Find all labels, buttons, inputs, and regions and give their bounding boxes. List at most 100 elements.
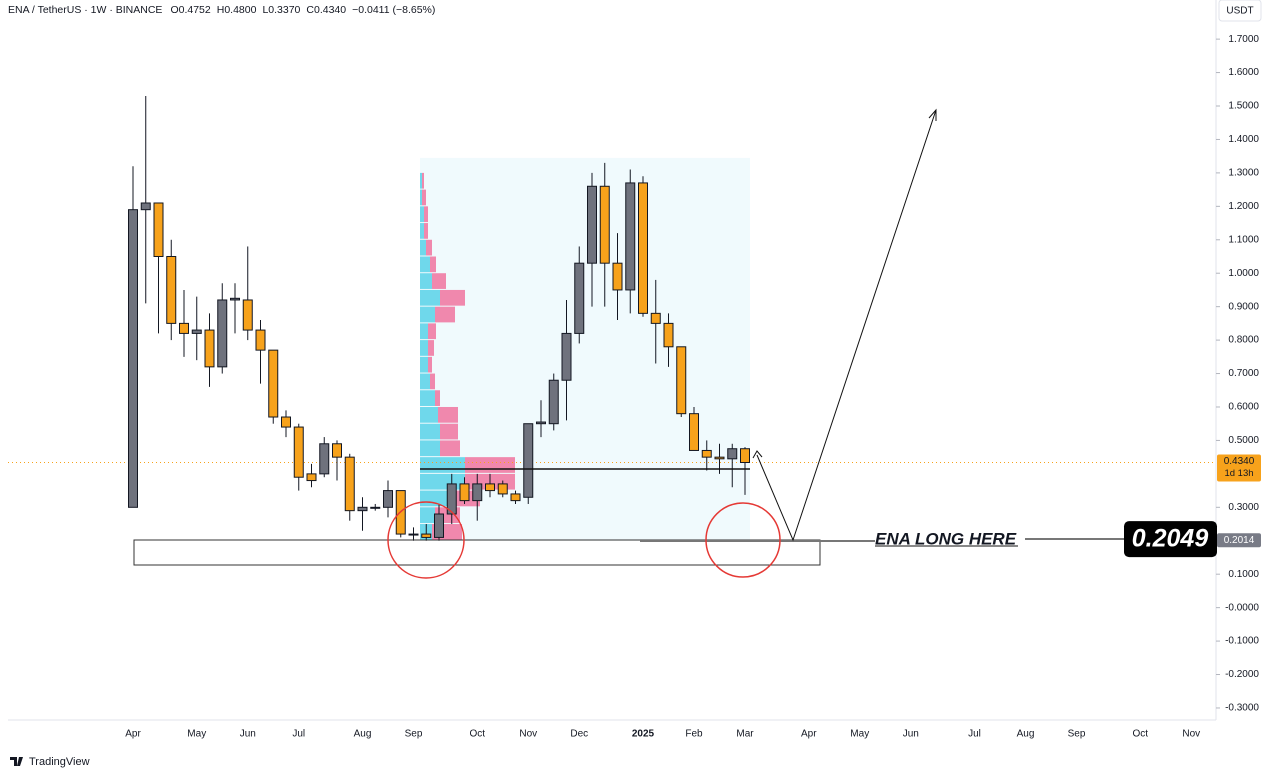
- candle-body: [599, 185, 610, 264]
- x-tick-label: Jun: [240, 729, 256, 740]
- volume-up: [420, 289, 440, 306]
- candle-body: [727, 448, 738, 460]
- volume-down: [430, 373, 435, 390]
- candle-body: [319, 443, 330, 475]
- x-tick-label: May: [187, 729, 206, 740]
- volume-up: [420, 239, 426, 256]
- x-tick-label: Apr: [801, 729, 817, 740]
- candle-body: [497, 483, 508, 495]
- last-price-box: [1217, 454, 1261, 482]
- volume-down: [440, 440, 460, 457]
- volume-down: [430, 256, 436, 273]
- volume-down: [422, 172, 424, 189]
- y-tick-label: 1.1000: [1228, 234, 1259, 245]
- candle-body: [701, 449, 712, 458]
- candle-body: [217, 299, 228, 368]
- candle-body: [523, 423, 534, 498]
- candle-body: [740, 448, 750, 463]
- y-tick-label: 1.5000: [1228, 101, 1259, 112]
- candle-body: [612, 262, 623, 291]
- volume-up: [420, 440, 440, 457]
- ohlc-value: H0.4800: [217, 4, 257, 16]
- x-tick-label: Jul: [292, 729, 305, 740]
- x-tick-label: Mar: [736, 729, 754, 740]
- x-tick-label: Aug: [1017, 729, 1035, 740]
- candle-body: [548, 379, 559, 425]
- candle-body: [230, 297, 240, 301]
- volume-up: [420, 490, 450, 507]
- ohlc-value: O0.4752: [170, 4, 210, 16]
- volume-up: [420, 323, 428, 340]
- volume-down: [465, 457, 515, 473]
- candle-body: [446, 483, 457, 515]
- candle-body: [383, 490, 393, 508]
- volume-down: [435, 390, 440, 406]
- y-tick-label: 0.9000: [1228, 301, 1259, 312]
- volume-up: [420, 206, 424, 223]
- volume-up: [420, 423, 440, 440]
- x-tick-label: Aug: [354, 729, 372, 740]
- volume-up: [420, 507, 435, 524]
- candle-body: [650, 312, 661, 324]
- level-price-box: [1217, 533, 1261, 548]
- volume-down: [438, 406, 458, 423]
- candle-body: [536, 421, 546, 425]
- candle-body: [268, 349, 279, 418]
- volume-up: [420, 172, 422, 189]
- volume-down: [426, 239, 432, 256]
- target-box: [1124, 521, 1217, 558]
- candle-body: [587, 185, 597, 264]
- ohlc-value: C0.4340: [306, 4, 346, 16]
- volume-up: [420, 306, 435, 323]
- candle-body: [306, 473, 317, 482]
- y-tick-label: 1.3000: [1228, 168, 1259, 179]
- candle-body: [242, 299, 253, 331]
- candle-body: [153, 202, 164, 257]
- candle-body: [140, 202, 151, 211]
- symbol-title: ENA / TetherUS · 1W · BINANCE: [8, 4, 162, 16]
- candle-body: [179, 322, 189, 334]
- x-tick-label: Dec: [570, 729, 588, 740]
- x-tick-label: Oct: [469, 729, 485, 740]
- y-tick-label: 0.1000: [1228, 569, 1259, 580]
- volume-up: [420, 189, 422, 206]
- x-tick-label: Nov: [1182, 729, 1200, 740]
- candle-body: [434, 513, 444, 538]
- x-tick-label: Jun: [903, 729, 919, 740]
- candle-body: [281, 416, 291, 428]
- candle-body: [714, 456, 725, 460]
- annotation: ENA LONG HERE: [875, 529, 1017, 548]
- volume-down: [428, 323, 436, 340]
- volume-up: [420, 256, 430, 273]
- y-tick-label: 0.7000: [1228, 368, 1259, 379]
- volume-up: [420, 457, 465, 473]
- candle-body: [332, 443, 342, 458]
- candle-body: [166, 255, 177, 324]
- volume-up: [420, 373, 430, 390]
- brand-logo: [10, 757, 23, 766]
- currency-box: [1218, 0, 1262, 22]
- x-tick-label: Apr: [125, 729, 141, 740]
- volume-up: [420, 273, 432, 289]
- candle-body: [459, 483, 470, 502]
- x-tick-label: 2025: [632, 729, 655, 740]
- volume-down: [432, 273, 446, 289]
- volume-up: [420, 406, 438, 423]
- candle-body: [663, 322, 674, 348]
- candle-body: [293, 426, 304, 478]
- candle-body: [255, 329, 266, 351]
- volume-up: [420, 340, 428, 356]
- arrow-head: [928, 108, 937, 121]
- volume-down: [424, 223, 428, 239]
- x-tick-label: Sep: [1068, 729, 1086, 740]
- y-tick-label: 0.6000: [1228, 402, 1259, 413]
- candle-body: [370, 506, 381, 509]
- candle-body: [408, 533, 419, 536]
- volume-up: [420, 473, 465, 490]
- x-tick-label: Sep: [405, 729, 423, 740]
- candle-body: [128, 209, 138, 508]
- x-tick-label: May: [850, 729, 869, 740]
- volume-down: [428, 356, 432, 373]
- y-tick-label: 1.6000: [1228, 67, 1259, 78]
